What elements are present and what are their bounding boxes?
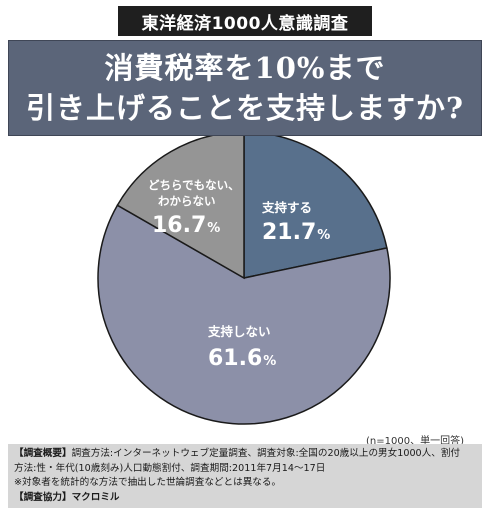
survey-tag: 【調査概要】 [14,448,72,459]
slice-value-support: 21.7% [262,220,330,245]
slice-label-not-support: 支持しない [207,324,271,339]
survey-line-2: 方法:性・年代(10歳刻み)人口動態割付、調査期間:2011年7月14～17日 [14,462,326,474]
slice-value-not-support: 61.6% [208,346,276,371]
cooperation-line: 【調査協力】マクロミル [14,491,476,506]
survey-line-3: ※対象者を統計的な方法で抽出した世論調査などとは異なる。 [14,477,282,488]
survey-text-1: 調査方法:インターネットウェブ定量調査、調査対象:全国の20歳以上の男女1000… [71,448,461,459]
pie-chart: 支持する 21.7% 支持しない 61.6% どちらでもない、 わからない 16… [97,136,391,425]
slice-support [243,136,388,279]
slice-not-support [97,204,391,425]
survey-header-tag: 東洋経済1000人意識調査 [118,6,372,36]
slice-neither [116,136,245,280]
slice-label-neither-line1: どちらでもない、 [148,178,240,192]
cooperation-value: マクロミル [71,491,120,503]
slice-label-support: 支持する [261,200,312,215]
survey-footer: 【調査概要】調査方法:インターネットウェブ定量調査、調査対象:全国の20歳以上の… [8,444,482,508]
pie-slices [97,136,391,425]
sample-note: (n=1000、単一回答) [366,436,464,447]
survey-line-1: 【調査概要】調査方法:インターネットウェブ定量調査、調査対象:全国の20歳以上の… [14,447,476,462]
title-line-1: 消費税率を10%まで [104,51,386,85]
pie-labels: 支持する 21.7% 支持しない 61.6% どちらでもない、 わからない 16… [148,178,330,371]
title-line-2: 引き上げることを支持しますか? [26,91,464,125]
slice-value-neither: 16.7% [152,213,220,238]
cooperation-tag: 【調査協力】 [14,491,72,503]
slice-label-neither-line2: わからない [158,194,216,208]
title-box: 消費税率を10%まで 引き上げることを支持しますか? [8,40,482,136]
